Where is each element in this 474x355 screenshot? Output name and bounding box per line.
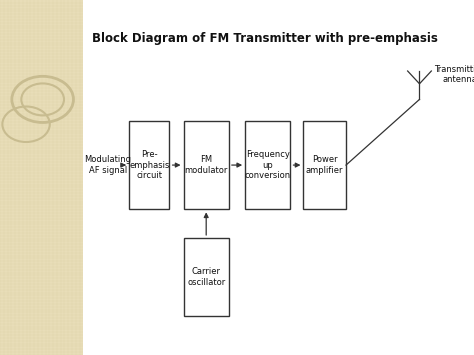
Text: Pre-
emphasis
circuit: Pre- emphasis circuit xyxy=(129,150,170,180)
Bar xyxy=(129,121,170,209)
Bar xyxy=(83,0,474,355)
Bar xyxy=(246,121,290,209)
Text: FM
modulator: FM modulator xyxy=(184,155,228,175)
Bar xyxy=(303,121,346,209)
Bar xyxy=(184,121,229,209)
Text: Power
amplifier: Power amplifier xyxy=(306,155,344,175)
Text: Block Diagram of FM Transmitter with pre-emphasis: Block Diagram of FM Transmitter with pre… xyxy=(92,32,438,45)
Text: Modulating
AF signal: Modulating AF signal xyxy=(84,155,132,175)
Text: Carrier
oscillator: Carrier oscillator xyxy=(187,267,225,286)
Bar xyxy=(184,238,229,316)
Text: Frequency
up
conversion: Frequency up conversion xyxy=(245,150,291,180)
Bar xyxy=(0,0,83,355)
Text: Transmitting
antenna: Transmitting antenna xyxy=(434,65,474,84)
